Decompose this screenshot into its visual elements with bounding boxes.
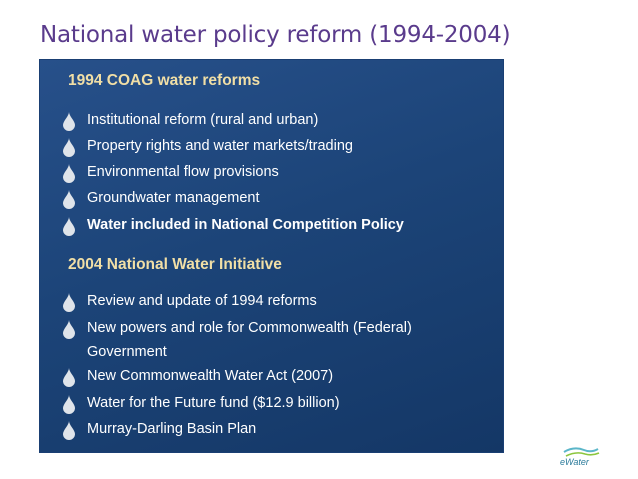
water-drop-icon xyxy=(63,190,75,209)
list-item-text: Property rights and water markets/tradin… xyxy=(87,138,353,154)
water-drop-icon xyxy=(63,138,75,157)
list-item-text: New Commonwealth Water Act (2007) xyxy=(87,368,334,384)
list-item-text: New powers and role for Commonwealth (Fe… xyxy=(87,320,412,336)
list-item-text: Water for the Future fund ($12.9 billion… xyxy=(87,395,340,411)
water-drop-icon xyxy=(63,320,75,339)
content-panel: 1994 COAG water reforms Institutional re… xyxy=(40,60,503,452)
water-drop-icon xyxy=(63,164,75,183)
water-drop-icon xyxy=(63,217,75,236)
slide-title: National water policy reform (1994-2004) xyxy=(40,22,511,48)
section-heading-2004-nwi: 2004 National Water Initiative xyxy=(68,256,282,273)
section-heading-1994-coag: 1994 COAG water reforms xyxy=(68,72,261,89)
water-drop-icon xyxy=(63,421,75,440)
list-item-text: Murray-Darling Basin Plan xyxy=(87,421,257,437)
water-drop-icon xyxy=(63,395,75,414)
list-item-text: Water included in National Competition P… xyxy=(87,217,404,233)
list-item-text-continued: Government xyxy=(87,344,167,360)
water-drop-icon xyxy=(63,112,75,131)
logo-text: eWater xyxy=(560,457,589,467)
ewater-logo-icon xyxy=(563,447,600,457)
list-item-text: Institutional reform (rural and urban) xyxy=(87,112,319,128)
list-item-text: Review and update of 1994 reforms xyxy=(87,293,317,309)
list-item-text: Environmental flow provisions xyxy=(87,164,279,180)
water-drop-icon xyxy=(63,368,75,387)
water-drop-icon xyxy=(63,293,75,312)
list-item-text: Groundwater management xyxy=(87,190,260,206)
